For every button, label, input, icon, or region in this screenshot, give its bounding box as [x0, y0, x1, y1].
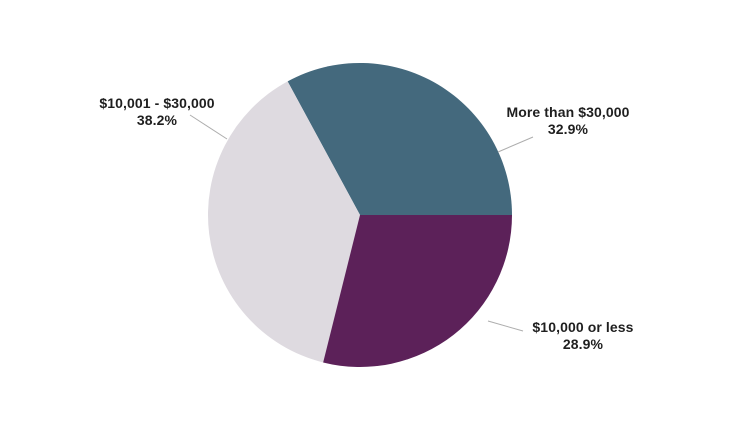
leader-line-10000-or-less: [487, 320, 524, 332]
pie-slices: [207, 62, 512, 368]
leader-line-10001-30000: [189, 114, 228, 140]
slice-pct-text: 32.9%: [547, 121, 589, 137]
slice-label-more-than-30000: More than $30,000 32.9%: [493, 104, 643, 138]
pie-slice-1: [207, 81, 360, 363]
pie-slice-0: [287, 62, 512, 215]
slice-label-text: $10,000 or less: [532, 319, 634, 335]
slice-label-text: More than $30,000: [506, 104, 630, 120]
slice-pct-text: 28.9%: [562, 336, 604, 352]
slice-pct-text: 38.2%: [136, 112, 178, 128]
pie-slice-2: [323, 215, 512, 368]
slice-label-10000-or-less: $10,000 or less 28.9%: [508, 319, 658, 353]
slice-label-text: $10,001 - $30,000: [99, 95, 215, 111]
slice-label-10001-30000: $10,001 - $30,000 38.2%: [82, 95, 232, 129]
leader-line-more-than-30000: [497, 136, 534, 153]
